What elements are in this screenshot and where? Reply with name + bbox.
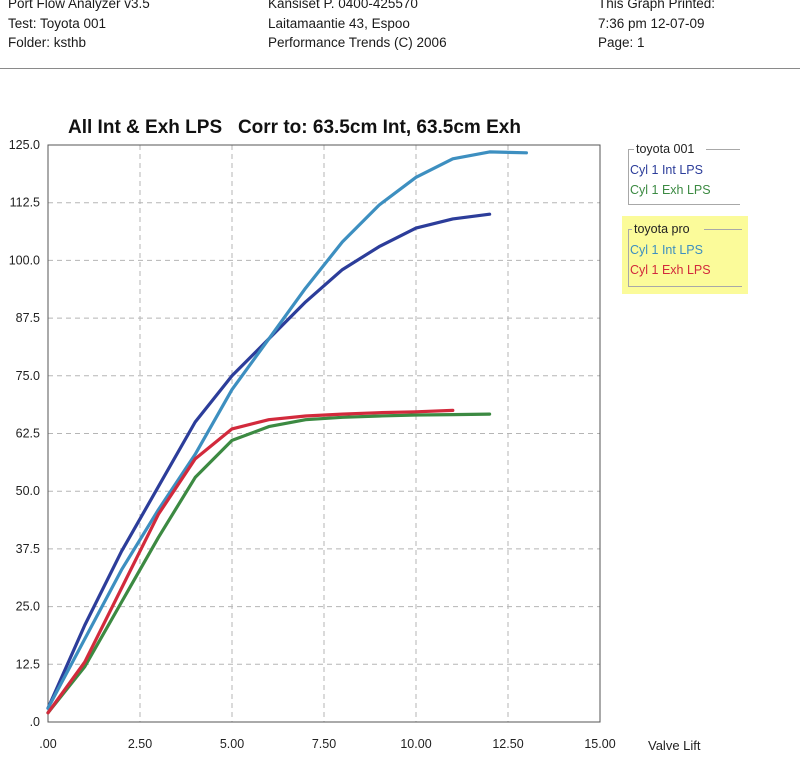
x-tick-label: 2.50 <box>128 737 152 751</box>
series-line-toyota-pro-cyl-1-int-lps <box>46 150 529 710</box>
page-number: Page: 1 <box>598 35 645 50</box>
app-name: Port Flow Analyzer v3.5 <box>8 0 150 11</box>
axes: .0 12.5 25.0 37.5 50.0 62.5 75.0 87.5 100.0 112.5… <box>9 138 616 751</box>
y-tick-label: 50.0 <box>16 484 40 498</box>
x-tick-label: 10.00 <box>400 737 431 751</box>
x-tick-label: 5.00 <box>220 737 244 751</box>
header-right: This Graph Printed: 7:36 pm 12-07-09 Pag… <box>598 0 715 53</box>
y-tick-label: 125.0 <box>9 138 40 152</box>
y-tick-label: 37.5 <box>16 542 40 556</box>
x-tick-label: 15.00 <box>584 737 615 751</box>
legend-toyota-001: toyota 001 Cyl 1 Int LPS Cyl 1 Exh LPS <box>622 139 740 205</box>
legend-entry-toyotapro-int: Cyl 1 Int LPS <box>630 243 703 257</box>
series-line-toyota-001-cyl-1-exh-lps <box>46 412 492 715</box>
printed-datetime: 7:36 pm 12-07-09 <box>598 15 705 31</box>
x-axis-label: Valve Lift <box>648 738 701 753</box>
x-tick-label: 7.50 <box>312 737 336 751</box>
y-tick-label: 12.5 <box>16 657 40 671</box>
y-tick-label: 62.5 <box>16 427 40 441</box>
printed-label: This Graph Printed: <box>598 0 716 11</box>
legend-group-title: toyota 001 <box>636 142 695 156</box>
series-line-toyota-001-cyl-1-int-lps <box>46 212 492 710</box>
y-tick-label: 87.5 <box>16 311 40 325</box>
header-left: Port Flow Analyzer v3.5 Test: Toyota 001… <box>8 0 150 53</box>
test-name: Test: Toyota 001 <box>8 15 107 31</box>
x-tick-label: .00 <box>39 737 56 751</box>
series-line-toyota-pro-cyl-1-exh-lps <box>46 408 455 715</box>
grid <box>48 145 600 722</box>
company-line: Kansiset P. 0400-425570 <box>268 0 418 11</box>
header-middle: Kansiset P. 0400-425570 Laitamaantie 43,… <box>268 0 447 53</box>
y-tick-label: .0 <box>30 715 40 729</box>
copyright-line: Performance Trends (C) 2006 <box>268 35 447 50</box>
legend-group-title: toyota pro <box>634 222 690 236</box>
plot-frame <box>47 144 601 723</box>
y-tick-label: 112.5 <box>10 196 40 210</box>
series-lines <box>46 150 529 715</box>
header-divider <box>0 68 800 69</box>
legend-toyota-pro: toyota pro Cyl 1 Int LPS Cyl 1 Exh LPS <box>622 216 748 294</box>
y-tick-label: 25.0 <box>16 600 40 614</box>
address-line: Laitamaantie 43, Espoo <box>268 15 410 31</box>
folder-name: Folder: ksthb <box>8 35 87 50</box>
legend-entry-toyota001-int: Cyl 1 Int LPS <box>630 163 703 177</box>
chart-title: All Int & Exh LPS Corr to: 63.5cm Int, 6… <box>68 117 521 138</box>
x-tick-label: 12.50 <box>492 737 523 751</box>
legend-entry-toyotapro-exh: Cyl 1 Exh LPS <box>630 263 711 277</box>
legend-entry-toyota001-exh: Cyl 1 Exh LPS <box>630 183 711 197</box>
y-tick-label: 75.0 <box>16 369 40 383</box>
y-tick-label: 100.0 <box>9 253 40 267</box>
